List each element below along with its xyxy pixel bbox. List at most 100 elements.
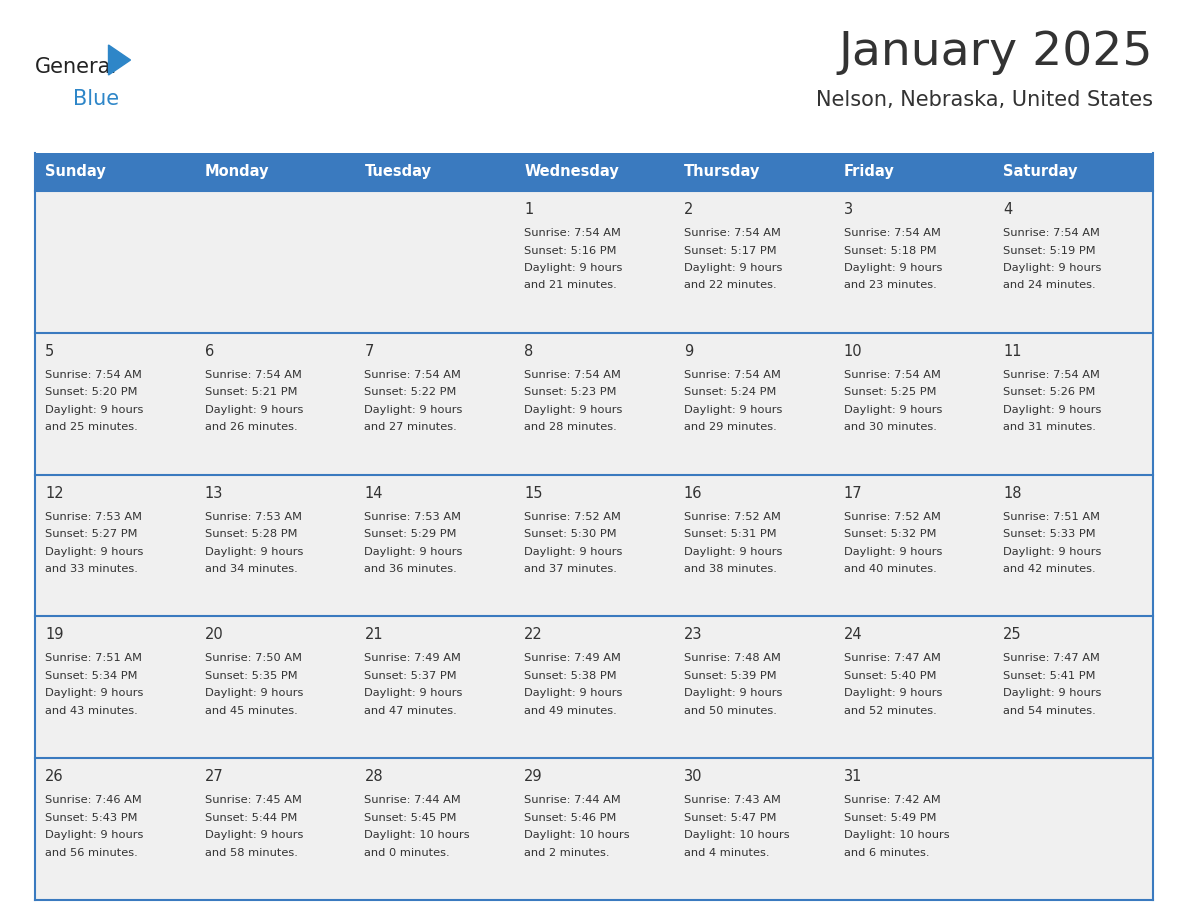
Text: 1: 1 [524, 202, 533, 217]
Text: 21: 21 [365, 627, 383, 643]
Bar [674, 758, 834, 900]
Text: Sunset: 5:34 PM: Sunset: 5:34 PM [45, 671, 138, 681]
Bar [514, 333, 674, 475]
Text: Sunset: 5:35 PM: Sunset: 5:35 PM [204, 671, 297, 681]
Text: Daylight: 9 hours: Daylight: 9 hours [524, 263, 623, 273]
Text: 7: 7 [365, 344, 374, 359]
Text: Sunset: 5:21 PM: Sunset: 5:21 PM [204, 387, 297, 397]
Bar [34, 758, 195, 900]
Text: and 28 minutes.: and 28 minutes. [524, 422, 617, 432]
Text: and 27 minutes.: and 27 minutes. [365, 422, 457, 432]
Bar [993, 475, 1154, 616]
Text: 8: 8 [524, 344, 533, 359]
Text: and 50 minutes.: and 50 minutes. [684, 706, 777, 716]
Text: Sunset: 5:43 PM: Sunset: 5:43 PM [45, 812, 138, 823]
Text: Daylight: 9 hours: Daylight: 9 hours [1004, 405, 1101, 415]
Text: Sunrise: 7:44 AM: Sunrise: 7:44 AM [524, 795, 621, 805]
Text: 10: 10 [843, 344, 862, 359]
Text: Sunset: 5:33 PM: Sunset: 5:33 PM [1004, 529, 1095, 539]
Polygon shape [108, 45, 131, 75]
Text: Sunrise: 7:53 AM: Sunrise: 7:53 AM [45, 511, 143, 521]
Text: 31: 31 [843, 769, 862, 784]
Text: Sunset: 5:29 PM: Sunset: 5:29 PM [365, 529, 457, 539]
Text: Sunrise: 7:48 AM: Sunrise: 7:48 AM [684, 654, 781, 664]
Text: Daylight: 9 hours: Daylight: 9 hours [684, 405, 782, 415]
Text: and 22 minutes.: and 22 minutes. [684, 281, 777, 290]
Text: 28: 28 [365, 769, 383, 784]
Text: Sunset: 5:28 PM: Sunset: 5:28 PM [204, 529, 297, 539]
Text: Saturday: Saturday [1004, 164, 1078, 180]
Text: Daylight: 10 hours: Daylight: 10 hours [524, 830, 630, 840]
Text: Daylight: 9 hours: Daylight: 9 hours [204, 405, 303, 415]
Text: and 33 minutes.: and 33 minutes. [45, 564, 138, 574]
Text: Wednesday: Wednesday [524, 164, 619, 180]
Bar [993, 616, 1154, 758]
Bar [34, 333, 195, 475]
Bar [993, 191, 1154, 333]
Text: Daylight: 10 hours: Daylight: 10 hours [684, 830, 790, 840]
Text: Sunrise: 7:54 AM: Sunrise: 7:54 AM [524, 370, 621, 380]
Text: 11: 11 [1004, 344, 1022, 359]
Text: 19: 19 [45, 627, 63, 643]
Text: Sunrise: 7:54 AM: Sunrise: 7:54 AM [45, 370, 141, 380]
Text: and 45 minutes.: and 45 minutes. [204, 706, 297, 716]
Text: and 58 minutes.: and 58 minutes. [204, 847, 297, 857]
Bar [993, 153, 1154, 191]
Bar [674, 153, 834, 191]
Text: Sunrise: 7:53 AM: Sunrise: 7:53 AM [365, 511, 461, 521]
Text: Sunset: 5:47 PM: Sunset: 5:47 PM [684, 812, 776, 823]
Text: Sunrise: 7:54 AM: Sunrise: 7:54 AM [365, 370, 461, 380]
Text: Sunset: 5:44 PM: Sunset: 5:44 PM [204, 812, 297, 823]
Text: Sunrise: 7:46 AM: Sunrise: 7:46 AM [45, 795, 141, 805]
Text: and 21 minutes.: and 21 minutes. [524, 281, 617, 290]
Text: 27: 27 [204, 769, 223, 784]
Text: Daylight: 9 hours: Daylight: 9 hours [524, 546, 623, 556]
Bar [674, 333, 834, 475]
Text: Sunrise: 7:42 AM: Sunrise: 7:42 AM [843, 795, 941, 805]
Text: General: General [34, 57, 118, 77]
Text: Daylight: 9 hours: Daylight: 9 hours [365, 688, 463, 699]
Text: and 29 minutes.: and 29 minutes. [684, 422, 777, 432]
Text: Tuesday: Tuesday [365, 164, 431, 180]
Text: Daylight: 9 hours: Daylight: 9 hours [1004, 546, 1101, 556]
Text: 30: 30 [684, 769, 702, 784]
Text: Daylight: 9 hours: Daylight: 9 hours [45, 405, 144, 415]
Text: 16: 16 [684, 486, 702, 500]
Text: 24: 24 [843, 627, 862, 643]
Text: 25: 25 [1004, 627, 1022, 643]
Text: Sunset: 5:24 PM: Sunset: 5:24 PM [684, 387, 776, 397]
Bar [34, 191, 195, 333]
Bar [354, 333, 514, 475]
Text: Sunrise: 7:50 AM: Sunrise: 7:50 AM [204, 654, 302, 664]
Text: Sunset: 5:22 PM: Sunset: 5:22 PM [365, 387, 457, 397]
Bar [514, 191, 674, 333]
Text: Daylight: 9 hours: Daylight: 9 hours [45, 830, 144, 840]
Text: and 23 minutes.: and 23 minutes. [843, 281, 936, 290]
Text: Daylight: 9 hours: Daylight: 9 hours [684, 546, 782, 556]
Bar [354, 153, 514, 191]
Bar [195, 475, 354, 616]
Bar [514, 616, 674, 758]
Text: Sunrise: 7:52 AM: Sunrise: 7:52 AM [843, 511, 941, 521]
Text: Daylight: 9 hours: Daylight: 9 hours [684, 263, 782, 273]
Text: 17: 17 [843, 486, 862, 500]
Bar [195, 333, 354, 475]
Text: 5: 5 [45, 344, 55, 359]
Bar [674, 475, 834, 616]
Text: and 34 minutes.: and 34 minutes. [204, 564, 297, 574]
Text: Sunrise: 7:54 AM: Sunrise: 7:54 AM [204, 370, 302, 380]
Text: and 42 minutes.: and 42 minutes. [1004, 564, 1095, 574]
Text: Nelson, Nebraska, United States: Nelson, Nebraska, United States [816, 90, 1154, 110]
Bar [834, 616, 993, 758]
Text: Sunrise: 7:53 AM: Sunrise: 7:53 AM [204, 511, 302, 521]
Text: Daylight: 9 hours: Daylight: 9 hours [1004, 263, 1101, 273]
Text: Sunrise: 7:45 AM: Sunrise: 7:45 AM [204, 795, 302, 805]
Text: and 36 minutes.: and 36 minutes. [365, 564, 457, 574]
Text: Sunset: 5:49 PM: Sunset: 5:49 PM [843, 812, 936, 823]
Text: Sunset: 5:25 PM: Sunset: 5:25 PM [843, 387, 936, 397]
Text: Daylight: 9 hours: Daylight: 9 hours [843, 263, 942, 273]
Text: Sunrise: 7:54 AM: Sunrise: 7:54 AM [843, 228, 941, 238]
Bar [674, 616, 834, 758]
Bar [354, 758, 514, 900]
Text: Sunrise: 7:43 AM: Sunrise: 7:43 AM [684, 795, 781, 805]
